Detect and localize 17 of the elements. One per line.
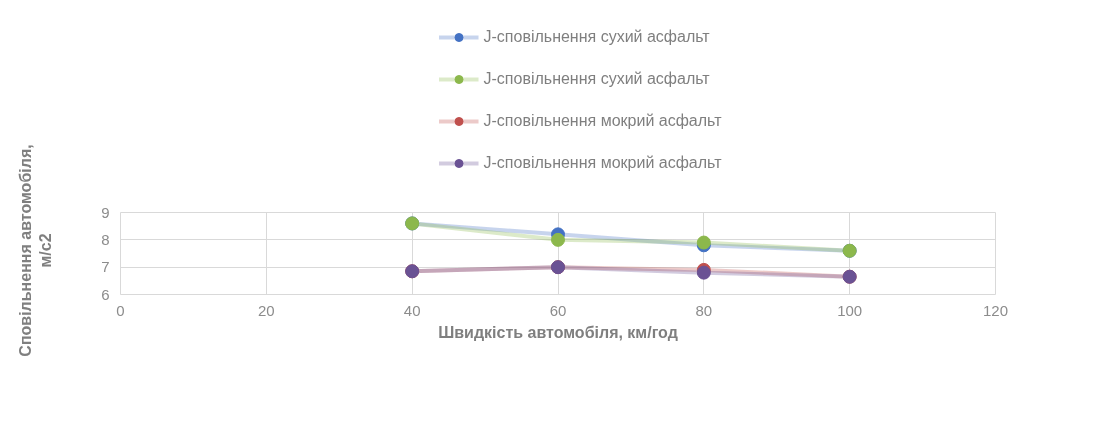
y-axis-title: Сповільнення автомобіля, м/с2 xyxy=(16,144,55,357)
x-tick-label: 20 xyxy=(257,301,275,319)
x-tick-label: 100 xyxy=(837,301,863,319)
x-tick-label: 120 xyxy=(982,301,1009,319)
y-tick-label: 7 xyxy=(101,258,110,276)
x-tick-label: 80 xyxy=(695,301,713,319)
legend-label: J-сповільнення сухий асфальт xyxy=(483,28,710,46)
x-axis-title: Швидкість автомобіля, км/год xyxy=(438,323,678,341)
y-tick-label: 8 xyxy=(101,230,110,248)
legend-label: J-сповільнення сухий асфальт xyxy=(483,70,710,88)
x-tick-label: 40 xyxy=(403,301,421,319)
y-tick-label: 6 xyxy=(101,285,110,303)
x-tick-label: 60 xyxy=(549,301,567,319)
x-tick-label: 0 xyxy=(116,301,125,319)
legend-label: J-сповільнення мокрий асфальт xyxy=(483,154,722,172)
y-tick-label: 9 xyxy=(101,203,110,221)
legend-label: J-сповільнення мокрий асфальт xyxy=(483,112,722,130)
